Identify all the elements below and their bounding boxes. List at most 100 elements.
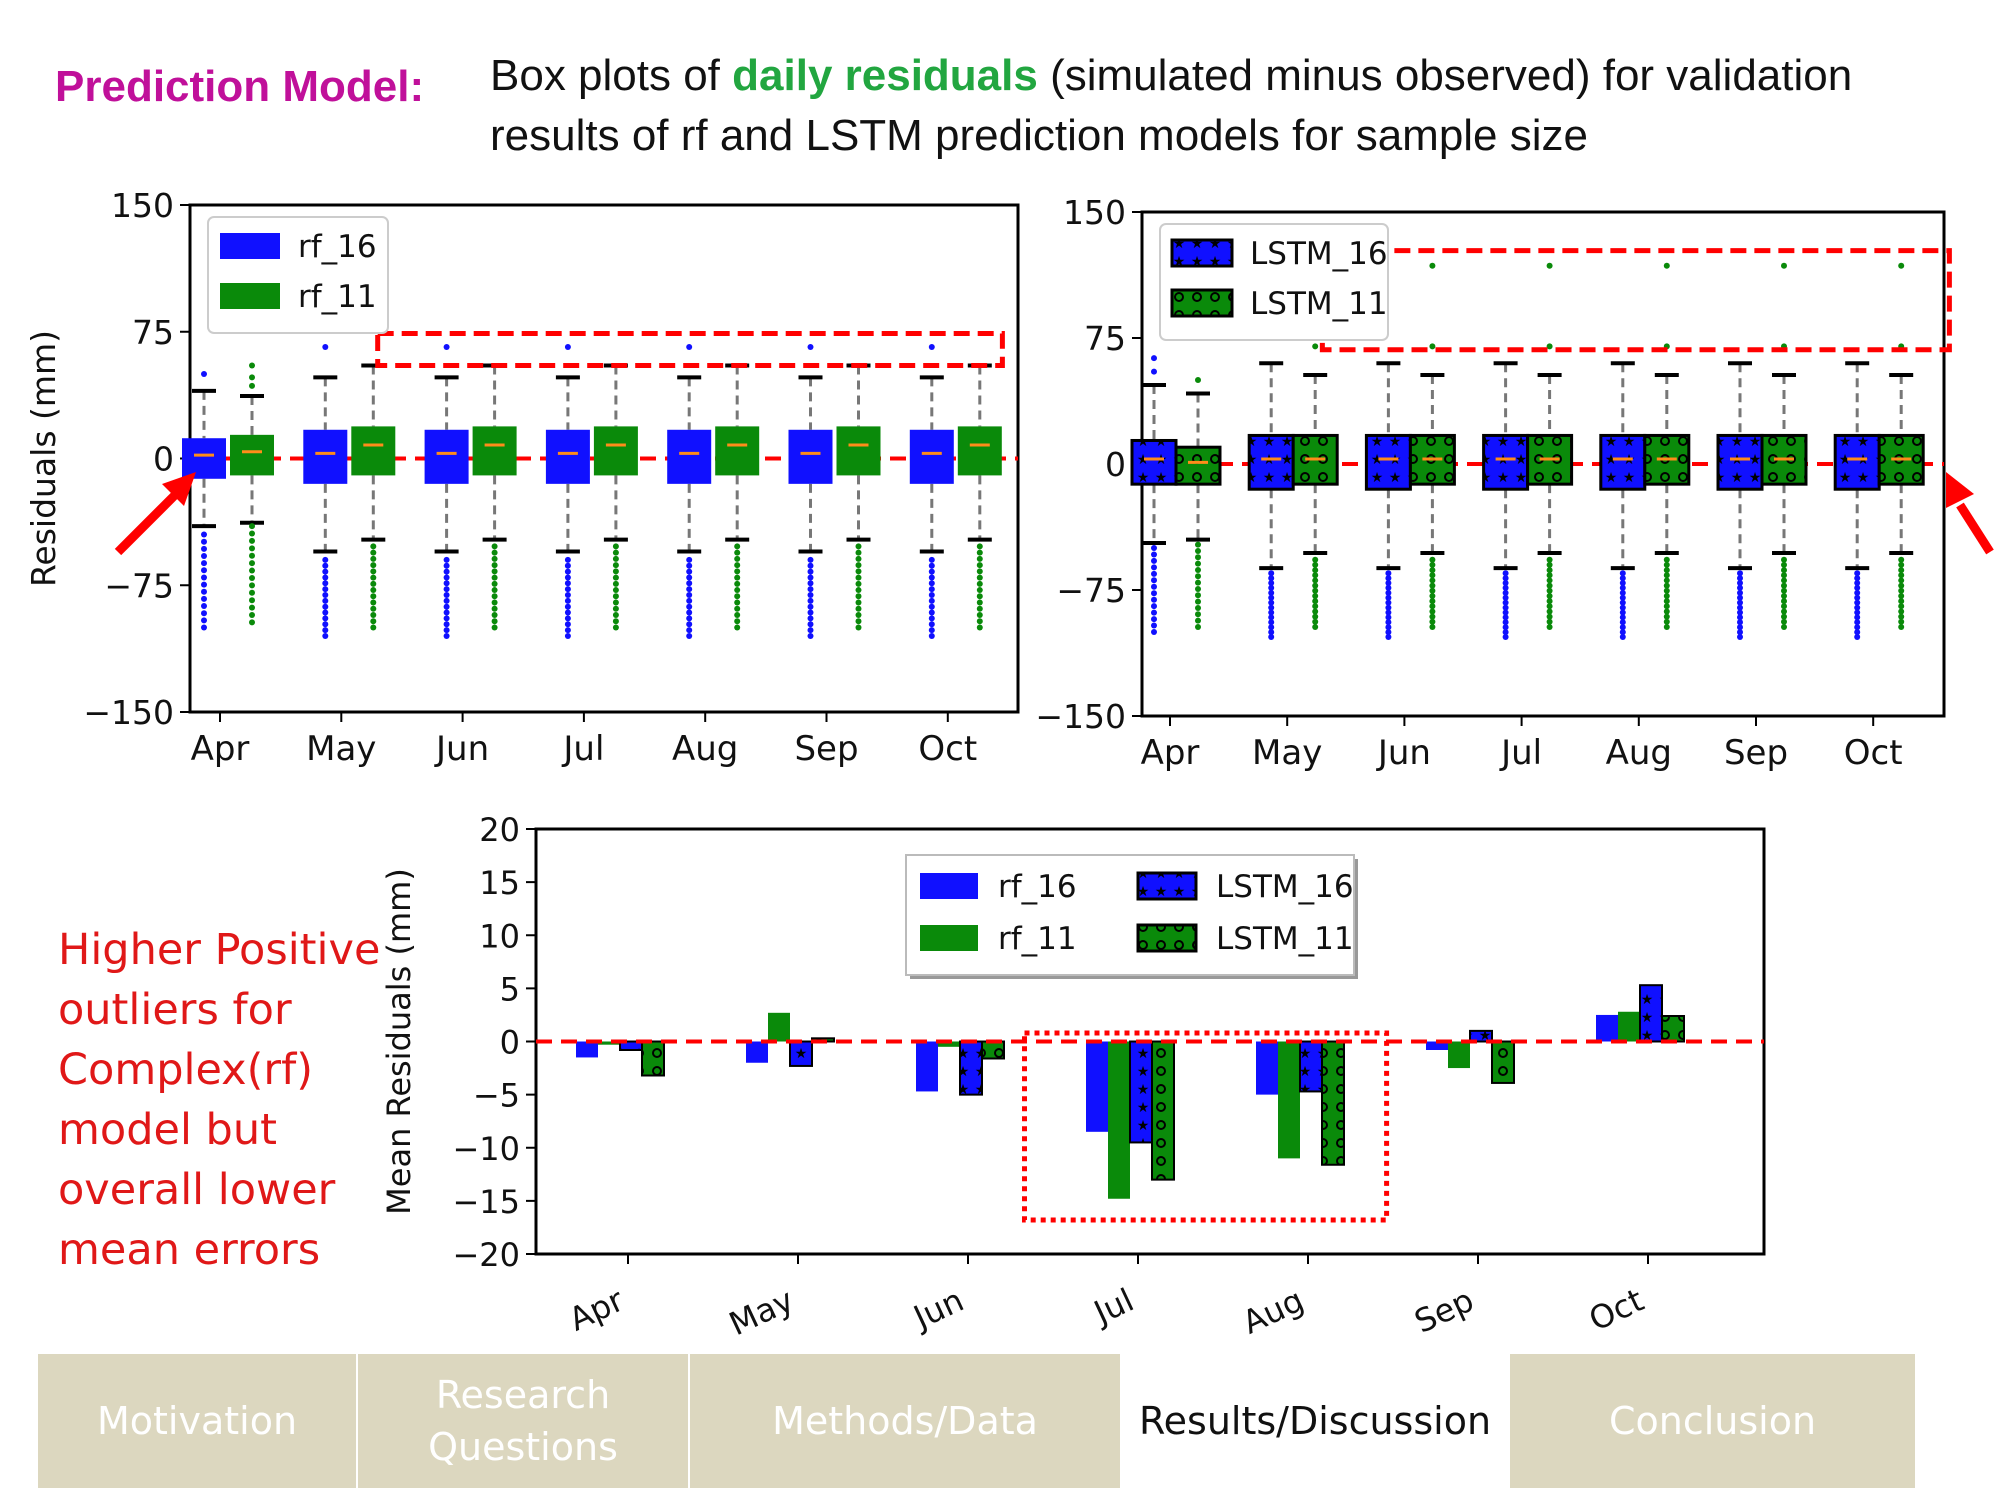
outlier-point <box>734 618 741 625</box>
outlier-point <box>564 574 571 581</box>
outlier-point <box>928 592 935 598</box>
outlier-point <box>1429 587 1436 594</box>
outlier-point <box>976 605 983 612</box>
outlier-point <box>322 615 329 622</box>
outlier-point <box>1385 619 1392 626</box>
outlier-point <box>734 587 741 594</box>
outlier-point <box>370 568 377 575</box>
outlier-point <box>249 362 255 369</box>
outlier-point <box>855 599 862 606</box>
outlier-point <box>491 624 498 631</box>
bar <box>1108 1041 1130 1199</box>
outlier-point <box>201 371 207 377</box>
outlier-point <box>1737 629 1743 636</box>
outlier-point <box>249 382 255 389</box>
x-tick-label: Aug <box>1606 733 1672 773</box>
outlier-point <box>1312 343 1319 350</box>
outlier-point <box>201 531 207 538</box>
outlier-point <box>928 562 935 569</box>
nav-item-motivation[interactable]: Motivation <box>38 1354 356 1488</box>
outlier-point <box>564 580 571 587</box>
outlier-point <box>976 599 983 606</box>
outlier-point <box>1502 604 1509 611</box>
outlier-point <box>249 612 255 619</box>
outlier-point <box>807 603 814 610</box>
outlier-point <box>855 568 862 575</box>
outlier-point <box>612 624 619 631</box>
outlier-point <box>734 624 741 631</box>
outlier-point <box>491 568 498 575</box>
outlier-point <box>1619 594 1626 601</box>
outlier-point <box>1385 599 1392 606</box>
outlier-point <box>855 580 862 587</box>
outlier-point <box>1898 618 1905 625</box>
outlier-point <box>1429 567 1436 574</box>
outlier-point <box>1781 556 1787 563</box>
outlier-point <box>1195 604 1201 611</box>
outlier-point <box>564 592 571 598</box>
outlier-point <box>322 632 329 639</box>
outlier-point <box>1268 629 1275 636</box>
y-tick-label: −150 <box>1035 697 1126 736</box>
nav-item-conclusion[interactable]: Conclusion <box>1510 1354 1915 1488</box>
outlier-point <box>1898 592 1905 599</box>
outlier-point <box>1898 608 1905 615</box>
y-tick-label: 20 <box>479 811 520 849</box>
y-tick-label: 150 <box>1063 193 1126 232</box>
outlier-point <box>1663 613 1670 620</box>
outlier-point <box>612 543 619 550</box>
outlier-point <box>1502 609 1509 616</box>
nav-item-results-discussion[interactable]: Results/Discussion <box>1120 1354 1510 1488</box>
legend: rf_16 rf_11 LSTM_16 LSTM_11 <box>905 854 1358 979</box>
outlier-point <box>1854 589 1861 596</box>
outlier-point <box>855 562 862 569</box>
outlier-point <box>370 612 377 619</box>
outlier-point <box>1737 594 1743 601</box>
outlier-point <box>1854 584 1861 591</box>
outlier-point <box>443 621 450 628</box>
outlier-point <box>1312 603 1319 610</box>
x-tick-label: Oct <box>918 729 977 769</box>
outlier-point <box>1312 572 1319 579</box>
outlier-point <box>807 597 814 604</box>
y-tick-label: −150 <box>83 693 174 732</box>
outlier-point <box>807 574 814 581</box>
outlier-point <box>443 592 450 598</box>
outlier-point <box>443 343 450 350</box>
outlier-point <box>976 568 983 575</box>
nav-item-research-questions[interactable]: Research Questions <box>358 1354 688 1488</box>
outlier-point <box>612 562 619 569</box>
outlier-point <box>855 618 862 625</box>
outlier-point <box>1502 634 1509 641</box>
outlier-point <box>734 562 741 569</box>
outlier-point <box>1502 594 1509 601</box>
box <box>545 429 590 484</box>
outlier-point <box>1619 634 1626 641</box>
y-tick-label: −75 <box>104 566 174 605</box>
outlier-point <box>249 582 255 589</box>
nav-divider <box>356 1354 358 1488</box>
bar <box>746 1041 768 1063</box>
outlier-point <box>1663 592 1670 599</box>
bar <box>981 1040 1005 1060</box>
outlier-point <box>1737 604 1743 611</box>
outlier-point <box>1619 609 1626 616</box>
outlier-point <box>1312 556 1319 563</box>
outlier-point <box>1502 589 1509 596</box>
outlier-point <box>201 581 207 588</box>
outlier-point <box>564 609 571 616</box>
nav-item-methods-data[interactable]: Methods/Data <box>690 1354 1120 1488</box>
outlier-point <box>1663 262 1670 269</box>
x-tick-label: Oct <box>1844 733 1903 773</box>
outlier-point <box>612 555 619 562</box>
box <box>1482 433 1530 491</box>
outlier-point <box>1268 634 1275 641</box>
outlier-point <box>1546 623 1553 630</box>
outlier-point <box>1268 580 1275 587</box>
outlier-point <box>1854 614 1861 621</box>
outlier-point <box>1737 609 1743 616</box>
outlier-point <box>370 587 377 594</box>
outlier-point <box>1737 575 1743 582</box>
outlier-point <box>734 599 741 606</box>
